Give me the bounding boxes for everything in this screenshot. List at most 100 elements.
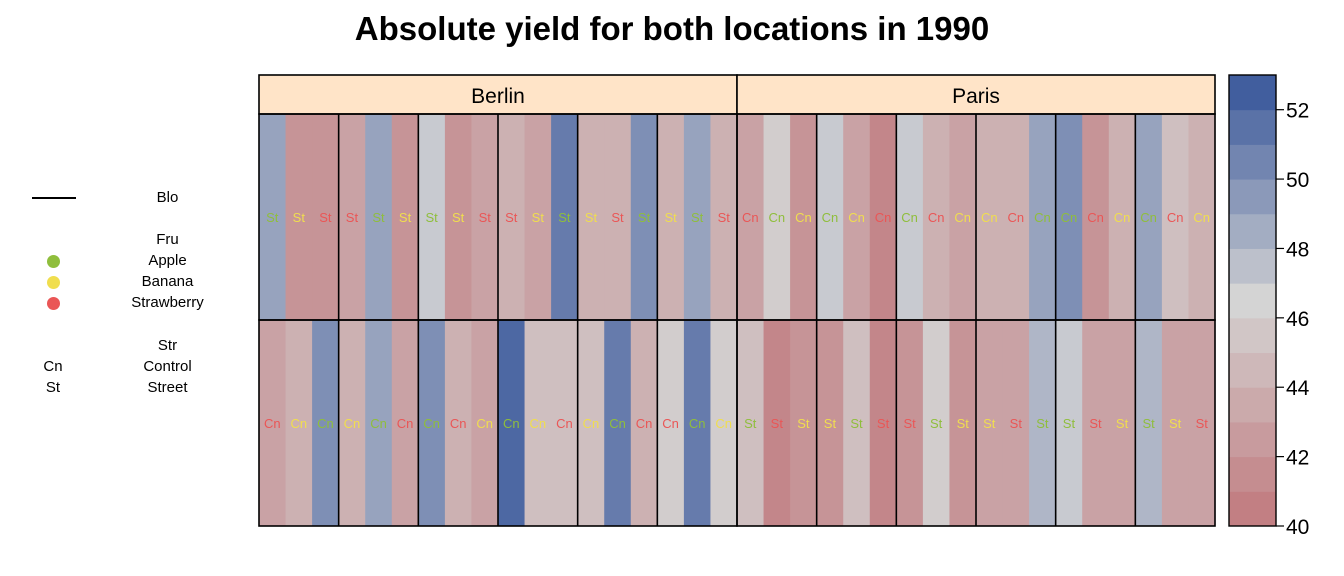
legend-strawberry-dot <box>47 297 60 310</box>
heatmap-cell <box>391 114 419 320</box>
heatmap-cell <box>471 114 499 320</box>
cell-label: St <box>850 416 863 431</box>
heatmap-cell <box>604 320 632 526</box>
cell-label: St <box>877 416 890 431</box>
colorbar-band <box>1229 317 1276 354</box>
heatmap-cell <box>683 320 712 526</box>
legend-street-code: Cn <box>43 358 63 375</box>
legend-street-title: Str <box>157 337 178 354</box>
heatmap-cell <box>498 320 526 526</box>
heatmap-cell <box>763 320 791 526</box>
cell-label: St <box>930 416 943 431</box>
cell-label: Cn <box>928 210 945 225</box>
heatmap-cell <box>551 320 579 526</box>
legend-apple-dot <box>47 255 60 268</box>
cell-label: Cn <box>848 210 865 225</box>
heatmap-cell <box>1188 320 1216 526</box>
heatmap-cell <box>816 114 844 320</box>
heatmap-cell <box>577 320 605 526</box>
colorbar-band <box>1229 75 1276 111</box>
heatmap-cell <box>1029 320 1057 526</box>
colorbar-band <box>1229 283 1276 319</box>
cell-label: St <box>532 210 545 225</box>
cell-label: Cn <box>1087 210 1104 225</box>
legend-fruit-label: Strawberry <box>131 294 204 311</box>
cell-label: Cn <box>530 416 547 431</box>
cell-label: St <box>1063 416 1076 431</box>
legend-street-title-row: Str <box>0 336 240 356</box>
cell-label: Cn <box>769 210 786 225</box>
cell-label: St <box>797 416 810 431</box>
chart-title: Absolute yield for both locations in 199… <box>354 10 990 47</box>
heatmap-cell <box>949 114 977 320</box>
cell-label: St <box>1036 416 1049 431</box>
cell-label: St <box>638 210 651 225</box>
cell-label: St <box>611 210 624 225</box>
heatmap-cell <box>604 114 632 320</box>
colorbar-band <box>1229 387 1276 423</box>
legend-street-code: St <box>45 379 61 396</box>
heatmap-cell <box>391 320 419 526</box>
cell-label: St <box>664 210 677 225</box>
heatmap-cell <box>338 320 366 526</box>
cell-label: Cn <box>689 416 706 431</box>
colorbar-tick-label: 48 <box>1286 238 1309 261</box>
cell-label: St <box>1010 416 1023 431</box>
heatmap-cell <box>259 320 287 526</box>
colorbar-tick-label: 50 <box>1286 169 1309 192</box>
colorbar-band <box>1229 179 1276 215</box>
colorbar-tick-label: 42 <box>1286 447 1309 470</box>
cell-label: St <box>1089 416 1102 431</box>
cell-label: Cn <box>1167 210 1184 225</box>
cell-label: Cn <box>291 416 308 431</box>
cell-label: Cn <box>795 210 812 225</box>
colorbar-band <box>1229 213 1276 249</box>
heatmap-cell <box>896 114 924 320</box>
heatmap-cell <box>843 114 871 320</box>
heatmap-cell <box>763 114 791 320</box>
cell-label: St <box>983 416 996 431</box>
cell-label: St <box>452 210 465 225</box>
legend-street-item: Cn Control <box>0 357 240 377</box>
heatmap-cell <box>551 114 579 320</box>
cell-label: Cn <box>715 416 732 431</box>
heatmap-cell <box>1108 114 1136 320</box>
heatmap-cell <box>1055 320 1083 526</box>
legend-fruit-title-row: Fru <box>0 230 240 250</box>
cell-label: St <box>1169 416 1182 431</box>
heatmap-cell <box>922 114 951 320</box>
cell-label: St <box>266 210 279 225</box>
cell-label: St <box>425 210 438 225</box>
cell-label: Cn <box>742 210 759 225</box>
cell-label: St <box>1142 416 1155 431</box>
heatmap-cell <box>312 320 340 526</box>
heatmap-cell <box>710 320 738 526</box>
colorbar-tick-label: 46 <box>1286 308 1309 331</box>
heatmap-cell <box>365 114 393 320</box>
heatmap-cell <box>683 114 712 320</box>
legend-fruit-label: Banana <box>141 273 194 290</box>
cell-label: Cn <box>1034 210 1051 225</box>
heatmap-cell <box>790 320 818 526</box>
heatmap-cell <box>737 320 765 526</box>
legend-block: Blo <box>0 188 240 208</box>
panel-border <box>736 319 1216 527</box>
heatmap-cell <box>1082 114 1110 320</box>
cell-label: Cn <box>1193 210 1210 225</box>
heatmap-cell <box>1002 320 1030 526</box>
cell-label: Cn <box>476 416 493 431</box>
colorbar-tick-label: 40 <box>1286 516 1309 539</box>
heatmap-cell <box>524 320 552 526</box>
heatmap-cell <box>1029 114 1057 320</box>
cell-label: Cn <box>264 416 281 431</box>
legend-block-line <box>32 197 76 199</box>
heatmap-cell <box>1188 114 1216 320</box>
heatmap-cell <box>976 114 1004 320</box>
cell-label: Cn <box>397 416 414 431</box>
heatmap-cell <box>285 320 313 526</box>
cell-label: Cn <box>1061 210 1078 225</box>
heatmap-cell <box>1002 114 1030 320</box>
colorbar-tick-label: 52 <box>1286 100 1309 123</box>
cell-label: Cn <box>954 210 971 225</box>
heatmap-cell <box>312 114 340 320</box>
